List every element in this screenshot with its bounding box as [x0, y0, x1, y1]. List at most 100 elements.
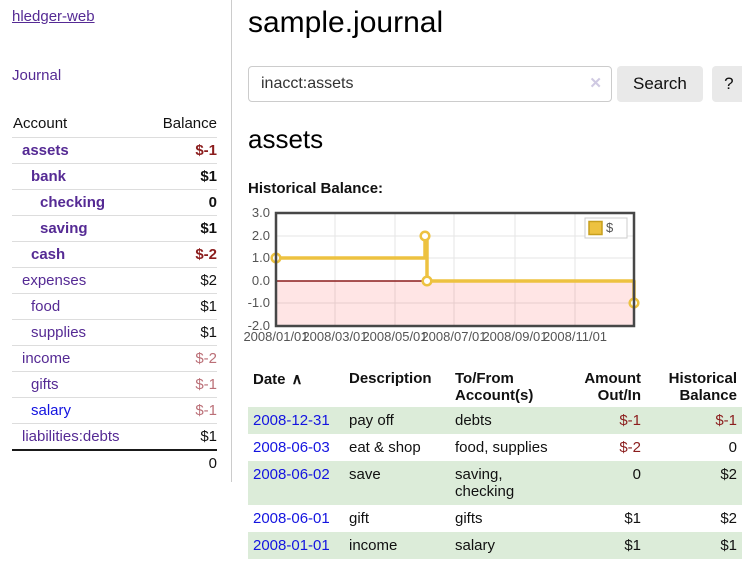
accounts-total: 0 — [147, 449, 217, 476]
svg-text:1.0: 1.0 — [252, 250, 270, 265]
svg-text:-2.0: -2.0 — [248, 318, 270, 333]
account-row-gifts: gifts $-1 — [12, 371, 217, 398]
account-balance: $1 — [147, 293, 217, 320]
transaction-accounts: gifts — [455, 510, 483, 527]
transaction-description: gift — [349, 510, 370, 527]
transaction-accounts: salary — [455, 537, 496, 554]
chart-svg: $ 3.0 2.0 1.0 0.0 -1.0 -2.0 2008/01/01 2… — [243, 205, 640, 344]
account-link-food[interactable]: food — [31, 298, 61, 315]
legend-label: $ — [606, 220, 614, 235]
account-row-assets: assets $-1 — [12, 137, 217, 164]
transaction-balance: $2 — [720, 466, 737, 483]
historical-balance-chart: $ 3.0 2.0 1.0 0.0 -1.0 -2.0 2008/01/01 2… — [242, 205, 742, 345]
transaction-date-link[interactable]: 2008-06-01 — [253, 510, 330, 527]
account-row-expenses: expenses $2 — [12, 267, 217, 294]
account-link-liabilities-debts[interactable]: liabilities:debts — [22, 428, 120, 445]
search-box: ✕ — [248, 66, 612, 102]
account-balance: $1 — [200, 428, 217, 445]
account-balance: $-1 — [147, 137, 217, 164]
legend-swatch — [588, 220, 603, 236]
accounts-header-account: Account — [12, 111, 148, 138]
account-row-saving: saving $1 — [12, 215, 217, 242]
chart-section-label: Historical Balance: — [248, 180, 384, 197]
transaction-description: income — [349, 537, 398, 554]
transaction-balance: 0 — [728, 439, 737, 456]
account-balance: $-1 — [147, 371, 217, 398]
search-input[interactable] — [248, 66, 612, 102]
account-link-income[interactable]: income — [22, 350, 71, 367]
account-link-supplies[interactable]: supplies — [31, 324, 87, 341]
account-balance: $-1 — [147, 397, 217, 424]
search-button[interactable]: Search — [617, 66, 703, 102]
transaction-date-link[interactable]: 2008-06-03 — [253, 439, 330, 456]
svg-text:2008/11/01: 2008/11/01 — [543, 329, 607, 344]
transaction-accounts: food, supplies — [455, 439, 548, 456]
account-balance: $-2 — [147, 241, 217, 268]
x-axis-ticks: 2008/01/01 2008/03/01 2008/05/01 2008/07… — [243, 329, 607, 344]
svg-text:2008/01/01: 2008/01/01 — [243, 329, 308, 344]
account-row-food: food $1 — [12, 293, 217, 320]
register-header-tofrom: To/From Account(s) — [455, 370, 534, 404]
register-row: 2008-06-02 save saving, checking 0 $2 — [248, 461, 742, 505]
account-balance: $1 — [147, 215, 217, 242]
search-form: ✕ Search ? — [248, 66, 742, 102]
transaction-amount: $1 — [624, 537, 641, 554]
transaction-balance: $-1 — [715, 412, 737, 429]
transaction-accounts: debts — [455, 412, 492, 429]
transaction-description: pay off — [349, 412, 394, 429]
plot-background — [276, 213, 634, 326]
transaction-amount: $-1 — [619, 412, 641, 429]
account-link-assets[interactable]: assets — [22, 142, 69, 159]
svg-text:0.0: 0.0 — [252, 273, 270, 288]
sidebar-item-journal[interactable]: Journal — [12, 67, 62, 84]
account-balance: $1 — [147, 163, 217, 190]
accounts-total-row: 0 — [12, 449, 217, 476]
search-help-button[interactable]: ? — [711, 66, 742, 102]
register-row: 2008-06-03 eat & shop food, supplies $-2… — [248, 434, 742, 461]
chart-legend: $ — [584, 217, 628, 239]
register-header-amount: Amount Out/In — [584, 370, 641, 404]
svg-text:3.0: 3.0 — [252, 205, 270, 220]
sidebar: hledger-web Journal Account Balance asse… — [0, 0, 232, 482]
account-link-saving[interactable]: saving — [40, 220, 88, 237]
sort-ascending-icon: ∧ — [291, 371, 303, 388]
app-title-link[interactable]: hledger-web — [12, 8, 95, 25]
account-link-cash[interactable]: cash — [31, 246, 66, 263]
account-link-salary[interactable]: salary — [31, 402, 72, 419]
register-row: 2008-06-01 gift gifts $1 $2 — [248, 505, 742, 532]
svg-text:2008/03/01: 2008/03/01 — [302, 329, 367, 344]
account-link-expenses[interactable]: expenses — [22, 272, 87, 289]
account-row-cash: cash $-2 — [12, 241, 217, 268]
plot-border — [274, 211, 636, 328]
svg-text:-1.0: -1.0 — [248, 295, 270, 310]
clear-search-icon[interactable]: ✕ — [589, 75, 602, 92]
page-title: sample.journal — [248, 6, 444, 39]
account-row-supplies: supplies $1 — [12, 319, 217, 346]
transaction-date-link[interactable]: 2008-01-01 — [253, 537, 330, 554]
transaction-description: eat & shop — [349, 439, 421, 456]
transaction-date-link[interactable]: 2008-06-02 — [253, 466, 330, 483]
register-header-description: Description — [349, 370, 432, 387]
y-axis-ticks: 3.0 2.0 1.0 0.0 -1.0 -2.0 — [248, 205, 270, 333]
register-table: Date ∧ Description To/From Account(s) Amo… — [248, 367, 742, 559]
accounts-header-balance: Balance — [147, 111, 217, 138]
transaction-amount: $-2 — [619, 439, 641, 456]
register-header-date[interactable]: Date ∧ — [248, 367, 344, 407]
svg-text:2.0: 2.0 — [252, 228, 270, 243]
account-link-checking[interactable]: checking — [40, 194, 106, 211]
account-row-salary: salary $-1 — [12, 397, 217, 424]
svg-text:2008/07/01: 2008/07/01 — [421, 329, 486, 344]
date-header-label: Date — [253, 371, 286, 388]
transaction-date-link[interactable]: 2008-12-31 — [253, 412, 330, 429]
accounts-table: Account Balance assets $-1 bank $1 check… — [12, 111, 217, 476]
account-heading: assets — [248, 124, 324, 154]
account-link-gifts[interactable]: gifts — [31, 376, 59, 393]
transaction-amount: 0 — [632, 466, 641, 483]
main-content: sample.journal ✕ Search ? assets Histori… — [232, 0, 742, 559]
account-row-liabilities-debts: liabilities:debts $1 — [12, 424, 217, 451]
transaction-balance: $2 — [720, 510, 737, 527]
account-link-bank[interactable]: bank — [31, 168, 67, 185]
account-row-income: income $-2 — [12, 345, 217, 372]
transaction-balance: $1 — [720, 537, 737, 554]
transaction-description: save — [349, 466, 381, 483]
